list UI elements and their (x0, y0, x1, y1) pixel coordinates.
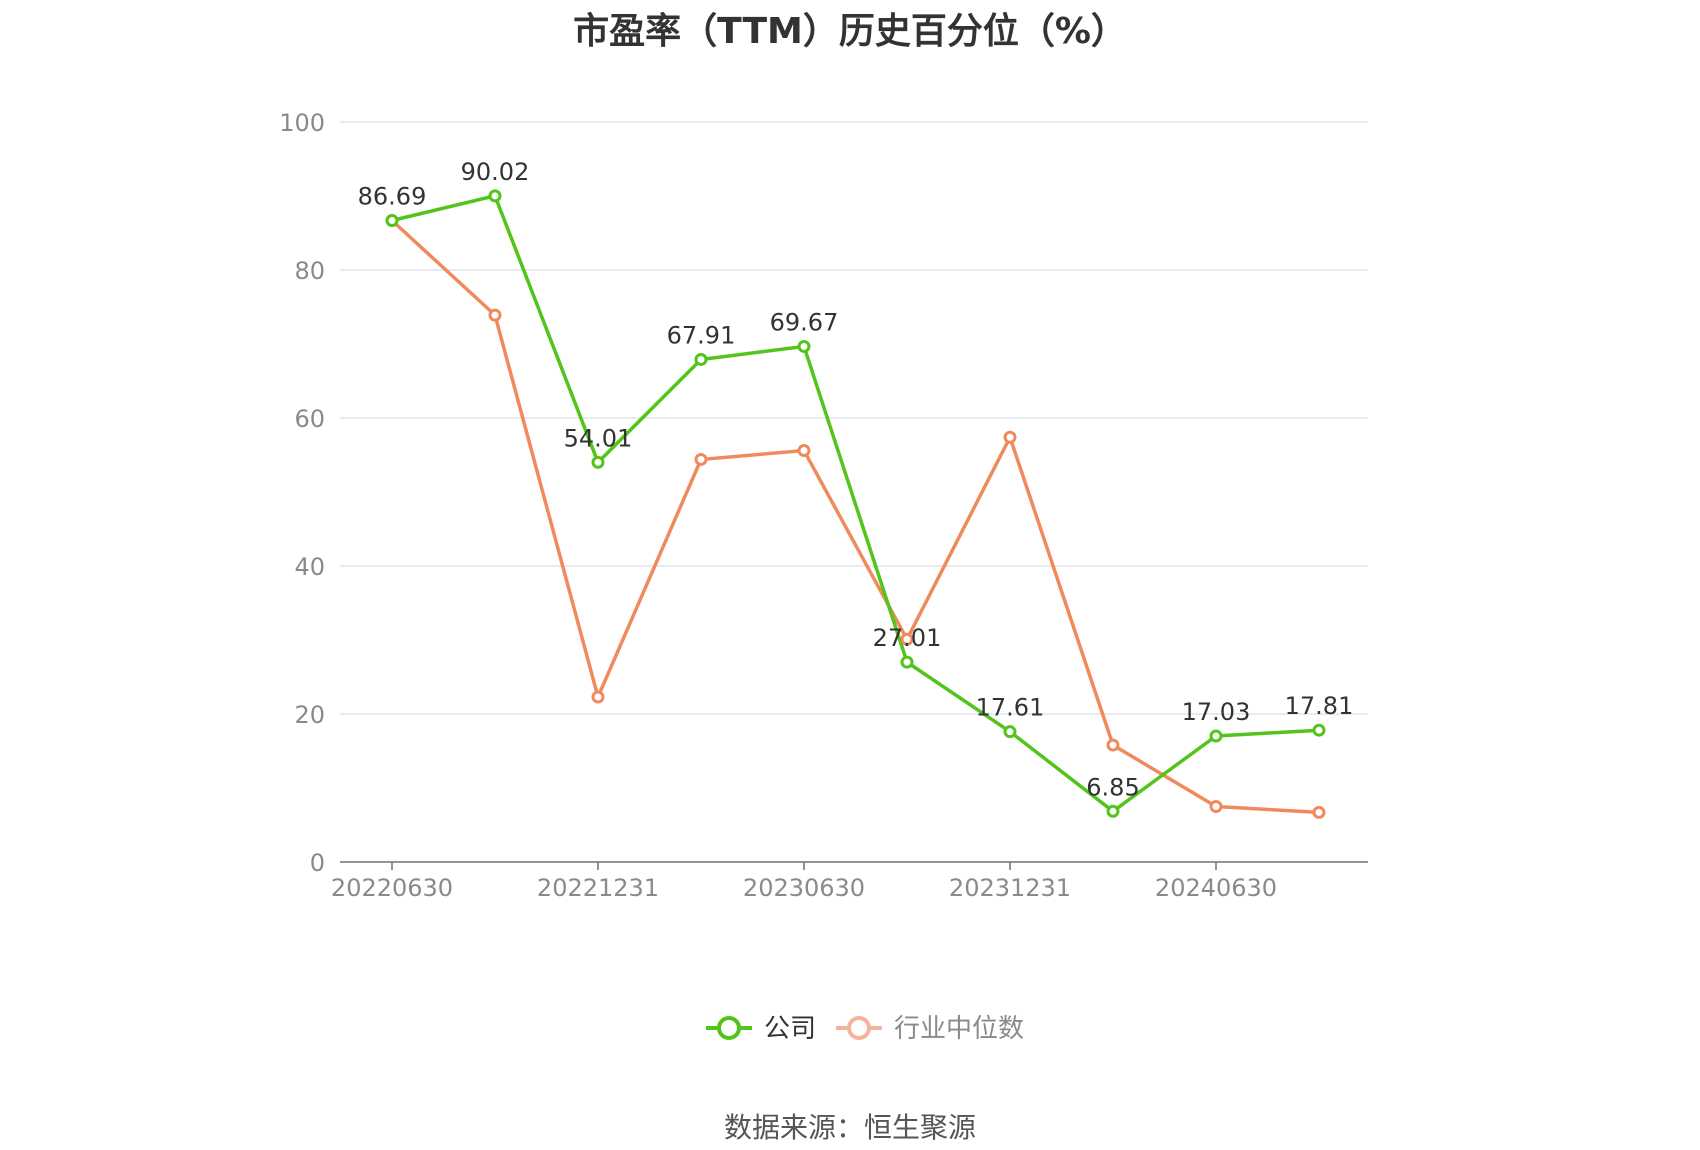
legend[interactable]: 公司 行业中位数 (706, 1014, 1024, 1044)
data-point-industry (488, 308, 502, 322)
legend-label-industry: 行业中位数 (894, 1014, 1024, 1044)
y-tick-label: 80 (294, 257, 325, 285)
y-tick-label: 40 (294, 553, 325, 581)
data-point-industry (694, 452, 708, 466)
data-point-industry (1003, 430, 1017, 444)
chart-title: 市盈率（TTM）历史百分位（%） (573, 11, 1127, 52)
data-point-company (1312, 723, 1326, 737)
data-point-company (1209, 729, 1223, 743)
data-point-company (488, 189, 502, 203)
data-label: 90.02 (461, 158, 530, 186)
y-tick-label: 60 (294, 405, 325, 433)
data-label: 17.81 (1285, 692, 1354, 720)
data-point-company (694, 352, 708, 366)
y-tick-label: 20 (294, 701, 325, 729)
data-label: 6.85 (1086, 773, 1139, 801)
data-point-industry (900, 632, 914, 646)
data-point-company (1003, 725, 1017, 739)
data-point-industry (1312, 805, 1326, 819)
data-label: 86.69 (358, 182, 427, 210)
data-point-industry (591, 690, 605, 704)
x-tick-label: 20230630 (743, 874, 865, 902)
data-label: 27.01 (873, 624, 942, 652)
x-tick-label: 20240630 (1155, 874, 1277, 902)
x-tick-label: 20221231 (537, 874, 659, 902)
data-point-industry (797, 444, 811, 458)
data-label: 67.91 (667, 321, 736, 349)
data-point-company (385, 213, 399, 227)
series-lines (390, 194, 1320, 815)
data-label: 69.67 (770, 308, 839, 336)
data-point-company (797, 339, 811, 353)
y-tick-label: 100 (279, 109, 325, 137)
series-line-industry (390, 219, 1320, 815)
data-point-industry (1209, 800, 1223, 813)
y-tick-label: 0 (310, 849, 325, 877)
series-points (385, 189, 1326, 819)
source-note: 数据来源：恒生聚源 (723, 1111, 976, 1144)
legend-item-industry[interactable]: 行业中位数 (836, 1014, 1024, 1044)
data-label: 17.61 (976, 694, 1045, 722)
x-tick-label: 20231231 (949, 874, 1071, 902)
data-label: 54.01 (564, 424, 633, 452)
series-line-company (391, 194, 1320, 814)
data-point-industry (1106, 738, 1120, 752)
axes: 0 20 40 60 80 100 20220630 20221231 20230630 2023… (279, 109, 1368, 902)
data-point-company (591, 455, 605, 469)
x-tick-label: 20220630 (331, 874, 453, 902)
data-point-company (900, 655, 914, 669)
grid-lines (340, 121, 1368, 715)
data-point-company (1106, 804, 1120, 818)
legend-label-company: 公司 (764, 1014, 816, 1044)
legend-item-company[interactable]: 公司 (706, 1014, 816, 1044)
data-labels: 86.69 90.02 54.01 67.91 69.67 27.01 17.61 6.85 1… (358, 158, 1354, 801)
data-label: 17.03 (1182, 698, 1251, 726)
